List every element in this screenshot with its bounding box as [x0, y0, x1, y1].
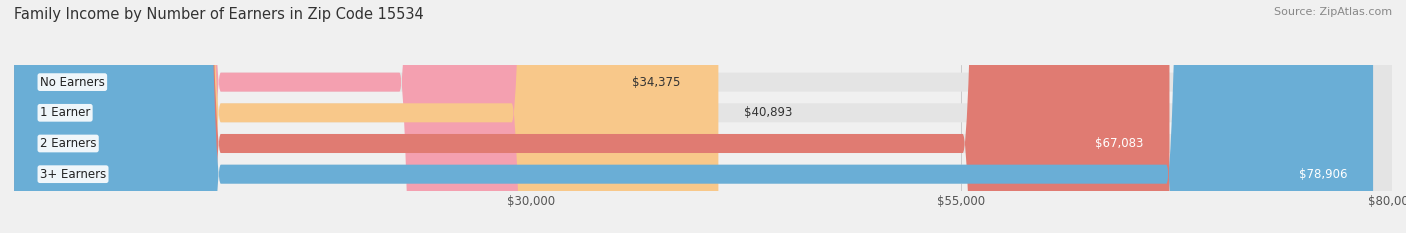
Text: Source: ZipAtlas.com: Source: ZipAtlas.com [1274, 7, 1392, 17]
Text: 1 Earner: 1 Earner [39, 106, 90, 119]
FancyBboxPatch shape [14, 0, 1374, 233]
Text: $34,375: $34,375 [631, 76, 681, 89]
Text: 3+ Earners: 3+ Earners [39, 168, 105, 181]
FancyBboxPatch shape [14, 0, 1392, 233]
Text: $78,906: $78,906 [1299, 168, 1347, 181]
Text: 2 Earners: 2 Earners [39, 137, 97, 150]
FancyBboxPatch shape [14, 0, 1170, 233]
FancyBboxPatch shape [14, 0, 606, 233]
FancyBboxPatch shape [14, 0, 1392, 233]
Text: $67,083: $67,083 [1095, 137, 1143, 150]
Text: No Earners: No Earners [39, 76, 105, 89]
Text: $40,893: $40,893 [744, 106, 793, 119]
Text: Family Income by Number of Earners in Zip Code 15534: Family Income by Number of Earners in Zi… [14, 7, 423, 22]
FancyBboxPatch shape [14, 0, 718, 233]
FancyBboxPatch shape [14, 0, 1392, 233]
FancyBboxPatch shape [14, 0, 1392, 233]
